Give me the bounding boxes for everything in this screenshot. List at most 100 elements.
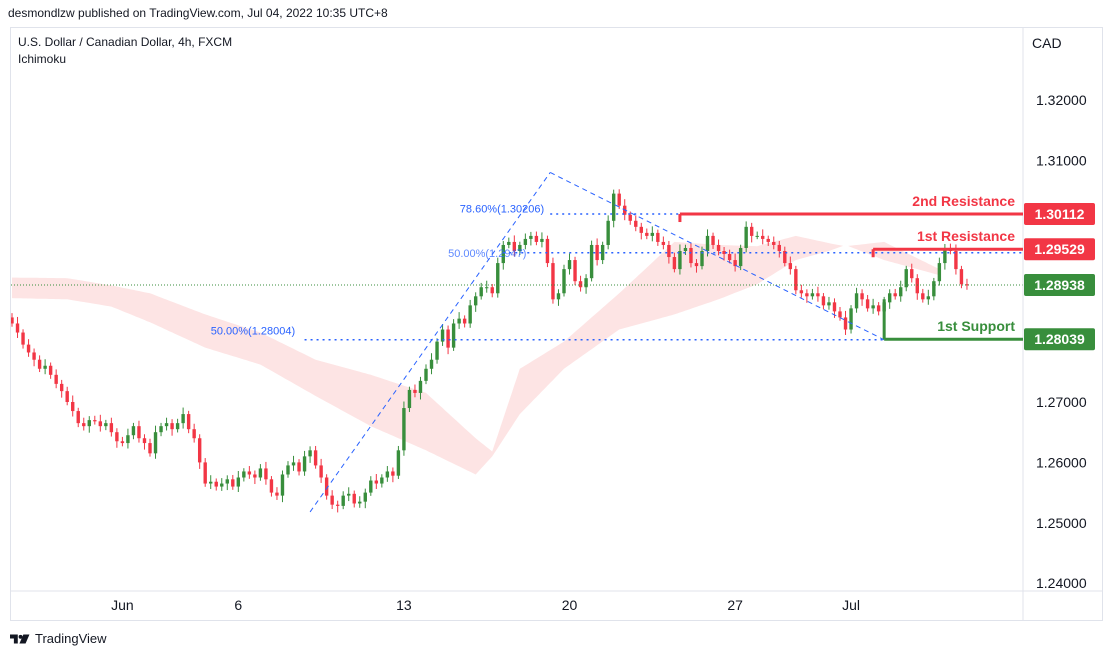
candle-down[interactable] bbox=[65, 386, 69, 406]
candle-up[interactable] bbox=[440, 324, 445, 346]
candle-down[interactable] bbox=[264, 461, 268, 485]
candle-down[interactable] bbox=[313, 445, 318, 469]
candle-down[interactable] bbox=[766, 235, 770, 246]
indicator-name[interactable]: Ichimoku bbox=[18, 52, 67, 66]
candle-up[interactable] bbox=[302, 450, 307, 476]
candle-up[interactable] bbox=[341, 491, 345, 510]
candle-down[interactable] bbox=[253, 470, 257, 485]
candle-up[interactable] bbox=[429, 353, 434, 375]
candle-up[interactable] bbox=[589, 240, 594, 282]
candle-down[interactable] bbox=[551, 257, 555, 304]
candle-down[interactable] bbox=[391, 467, 395, 483]
candle-up[interactable] bbox=[738, 244, 743, 271]
candle-up[interactable] bbox=[683, 244, 688, 255]
candle-down[interactable] bbox=[639, 222, 643, 240]
candle-down[interactable] bbox=[965, 278, 969, 290]
candle-up[interactable] bbox=[126, 428, 130, 449]
candle-up[interactable] bbox=[567, 253, 572, 275]
candle-up[interactable] bbox=[650, 226, 655, 242]
candle-up[interactable] bbox=[131, 422, 136, 440]
candle-up[interactable] bbox=[507, 237, 511, 249]
candle-up[interactable] bbox=[209, 475, 213, 489]
candle-down[interactable] bbox=[374, 473, 379, 489]
candle-up[interactable] bbox=[396, 445, 401, 479]
candle-down[interactable] bbox=[446, 325, 450, 355]
candle-down[interactable] bbox=[716, 239, 721, 256]
candle-down[interactable] bbox=[297, 459, 301, 476]
candle-up[interactable] bbox=[380, 474, 384, 488]
candle-down[interactable] bbox=[915, 274, 919, 300]
candle-down[interactable] bbox=[672, 252, 677, 273]
candle-down[interactable] bbox=[82, 417, 86, 431]
candle-down[interactable] bbox=[48, 362, 53, 379]
candle-down[interactable] bbox=[203, 458, 207, 487]
candle-up[interactable] bbox=[501, 240, 505, 270]
candle-down[interactable] bbox=[805, 289, 809, 303]
candle-up[interactable] bbox=[705, 229, 710, 257]
last-price-tag[interactable]: 1.28938 bbox=[1024, 273, 1095, 296]
candle-down[interactable] bbox=[54, 369, 58, 389]
candle-up[interactable] bbox=[385, 466, 390, 482]
candle-up[interactable] bbox=[529, 231, 533, 246]
candle-up[interactable] bbox=[363, 488, 367, 509]
candle-down[interactable] bbox=[634, 215, 638, 232]
candle-down[interactable] bbox=[197, 434, 202, 469]
candle-down[interactable] bbox=[959, 265, 964, 289]
candle-up[interactable] bbox=[424, 364, 428, 385]
candle-down[interactable] bbox=[578, 275, 583, 292]
level-2nd-resistance[interactable]: 2nd Resistance 1.30112 bbox=[678, 193, 1095, 226]
candle-down[interactable] bbox=[783, 246, 787, 267]
candle-up[interactable] bbox=[932, 277, 936, 301]
candle-up[interactable] bbox=[435, 338, 439, 364]
candle-down[interactable] bbox=[545, 235, 550, 268]
candle-down[interactable] bbox=[269, 476, 274, 497]
candle-down[interactable] bbox=[749, 222, 754, 243]
candle-down[interactable] bbox=[661, 236, 666, 250]
candle-down[interactable] bbox=[772, 236, 776, 250]
candle-down[interactable] bbox=[32, 348, 36, 367]
candle-down[interactable] bbox=[617, 189, 621, 209]
candle-up[interactable] bbox=[291, 455, 296, 471]
candle-up[interactable] bbox=[407, 386, 412, 413]
candle-down[interactable] bbox=[788, 256, 793, 275]
candle-down[interactable] bbox=[120, 436, 125, 447]
candle-up[interactable] bbox=[678, 244, 682, 275]
candle-up[interactable] bbox=[104, 419, 108, 431]
candle-up[interactable] bbox=[87, 416, 91, 433]
candle-up[interactable] bbox=[887, 289, 892, 309]
candle-down[interactable] bbox=[76, 407, 80, 428]
candle-up[interactable] bbox=[700, 246, 704, 270]
candle-up[interactable] bbox=[611, 189, 616, 228]
candle-down[interactable] bbox=[413, 384, 417, 398]
candle-down[interactable] bbox=[628, 211, 632, 225]
candle-down[interactable] bbox=[71, 395, 75, 417]
candle-down[interactable] bbox=[860, 289, 864, 306]
candle-down[interactable] bbox=[667, 240, 671, 264]
candle-up[interactable] bbox=[225, 475, 229, 491]
level-1st-support[interactable]: 1st Support 1.28039 bbox=[882, 299, 1095, 351]
candle-up[interactable] bbox=[236, 470, 241, 492]
candle-down[interactable] bbox=[838, 307, 842, 321]
footer-branding[interactable]: TradingView bbox=[10, 631, 107, 646]
candle-down[interactable] bbox=[573, 256, 577, 286]
candle-up[interactable] bbox=[904, 265, 908, 292]
candle-down[interactable] bbox=[761, 229, 765, 245]
candle-up[interactable] bbox=[849, 305, 853, 334]
symbol-title[interactable]: U.S. Dollar / Canadian Dollar, 4h, FXCM bbox=[18, 35, 233, 49]
candle-down[interactable] bbox=[843, 310, 848, 335]
candle-up[interactable] bbox=[584, 274, 588, 294]
candle-up[interactable] bbox=[468, 299, 472, 328]
candle-up[interactable] bbox=[220, 478, 224, 491]
candle-down[interactable] bbox=[148, 438, 152, 457]
candle-down[interactable] bbox=[534, 231, 539, 246]
candle-down[interactable] bbox=[733, 253, 737, 272]
candle-up[interactable] bbox=[43, 359, 47, 375]
candle-up[interactable] bbox=[562, 264, 566, 297]
candle-up[interactable] bbox=[926, 289, 931, 305]
candle-down[interactable] bbox=[26, 339, 31, 357]
candle-up[interactable] bbox=[518, 241, 522, 255]
candle-down[interactable] bbox=[689, 242, 693, 268]
candle-down[interactable] bbox=[214, 478, 218, 491]
candle-up[interactable] bbox=[496, 257, 500, 298]
candle-up[interactable] bbox=[479, 282, 483, 300]
